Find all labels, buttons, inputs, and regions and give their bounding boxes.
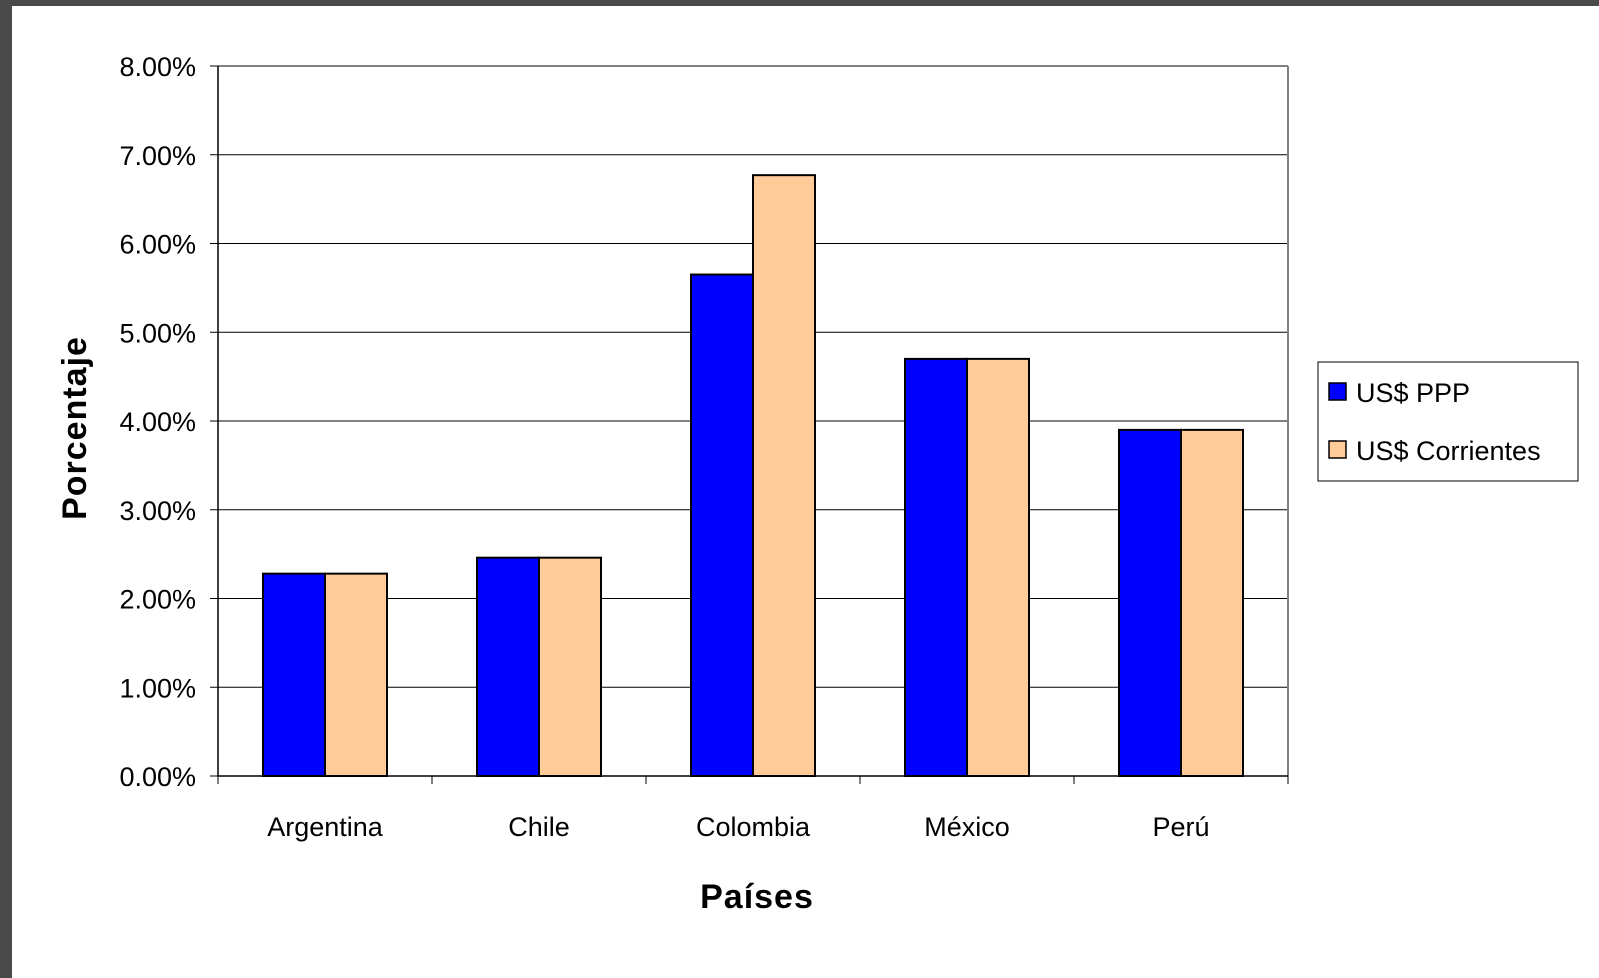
bar-peru-series-2 <box>1180 428 1244 777</box>
x-axis-title: Países <box>700 878 814 916</box>
bar-argentina-series-2 <box>324 572 388 778</box>
legend: US$ PPP US$ Corrientes <box>1317 361 1579 482</box>
x-tick-label: México <box>924 812 1010 842</box>
x-tick-label: Argentina <box>267 812 384 842</box>
y-tick-label: 0.00% <box>119 762 196 792</box>
legend-label: US$ Corrientes <box>1356 436 1541 466</box>
bar-mexico-series-1 <box>904 357 968 777</box>
x-tick-label: Perú <box>1152 812 1209 842</box>
y-tick-label: 4.00% <box>119 407 196 437</box>
bar-argentina-series-1 <box>262 572 326 778</box>
x-tick-label: Colombia <box>696 812 811 842</box>
legend-swatch <box>1328 382 1347 401</box>
legend-box <box>1317 361 1579 482</box>
window-border-left <box>0 0 12 978</box>
bar-chile-series-1 <box>476 556 540 777</box>
y-tick-label: 7.00% <box>119 141 196 171</box>
y-tick-label: 3.00% <box>119 496 196 526</box>
window-border-top <box>0 0 1599 6</box>
legend-swatch <box>1328 440 1347 459</box>
y-tick-label: 2.00% <box>119 585 196 615</box>
y-tick-label: 1.00% <box>119 673 196 703</box>
bar-colombia-series-1 <box>690 273 754 777</box>
y-tick-label: 6.00% <box>119 230 196 260</box>
y-tick-label: 5.00% <box>119 318 196 348</box>
bar-chile-series-2 <box>538 556 602 777</box>
bar-colombia-series-2 <box>752 174 816 778</box>
y-axis-title: Porcentaje <box>56 336 94 520</box>
y-tick-label: 8.00% <box>119 52 196 82</box>
legend-label: US$ PPP <box>1356 378 1470 408</box>
bar-mexico-series-2 <box>966 357 1030 777</box>
plot-area: 0.00% 1.00% 2.00% 3.00% 4.00% 5.00% 6.00% 7.00%… <box>119 52 1289 842</box>
x-tick-label: Chile <box>508 812 570 842</box>
bar-peru-series-1 <box>1118 428 1182 777</box>
